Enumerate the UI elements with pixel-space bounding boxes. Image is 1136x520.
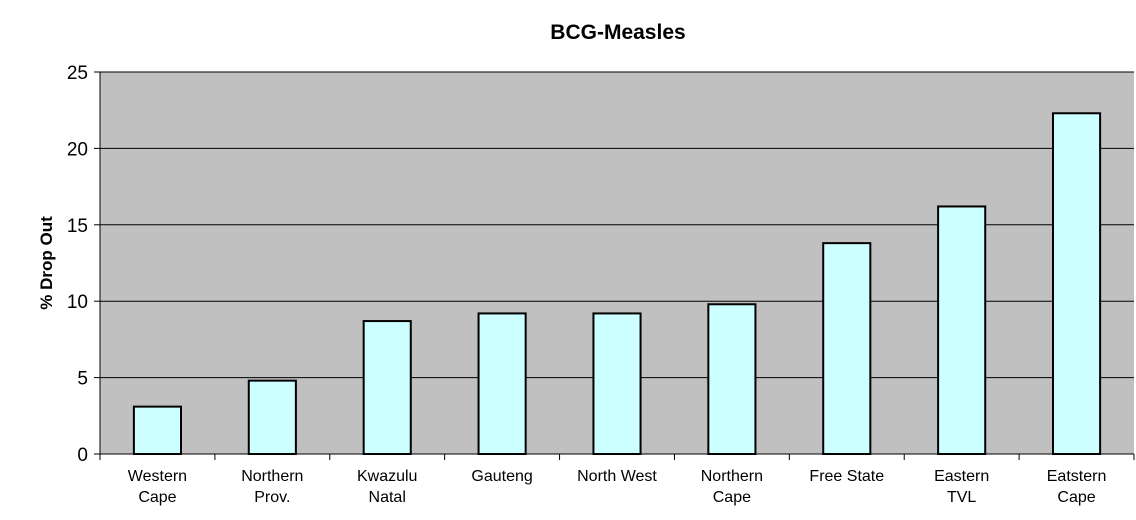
y-axis-label: % Drop Out [37, 216, 56, 310]
bar-7 [937, 205, 987, 455]
x-tick-label-6: Free State [809, 468, 884, 485]
y-tick-label-0: 0 [77, 445, 88, 466]
bar-1 [247, 379, 297, 456]
y-tick-label-1: 5 [77, 369, 88, 390]
y-tick-label-2: 10 [67, 292, 88, 313]
bar-6 [822, 242, 872, 455]
bar-5 [707, 303, 757, 456]
bar-2 [362, 320, 412, 455]
bar-0 [132, 405, 182, 455]
bar-8 [1052, 112, 1102, 455]
x-tick-label-3: Gauteng [471, 468, 532, 485]
x-tick-label-7: Eastern TVL [934, 468, 989, 506]
x-tick-label-5: Northern Cape [701, 468, 763, 506]
bar-4 [592, 312, 642, 456]
plot-area: 0 5 10 15 20 25 Western Cape Northern Prov. Kwazul… [67, 63, 1135, 506]
y-tick-label-3: 15 [67, 216, 88, 237]
x-tick-label-1: Northern Prov. [241, 468, 303, 506]
x-tick-label-4: North West [577, 468, 657, 485]
x-tick-label-0: Western Cape [128, 468, 187, 506]
x-tick-label-8: Eatstern Cape [1047, 468, 1107, 506]
x-tick-label-2: Kwazulu Natal [357, 468, 417, 506]
chart-title: BCG-Measles [550, 21, 685, 44]
y-tick-label-5: 25 [67, 63, 88, 84]
y-tick-label-4: 20 [67, 139, 88, 160]
bar-3 [477, 312, 527, 456]
